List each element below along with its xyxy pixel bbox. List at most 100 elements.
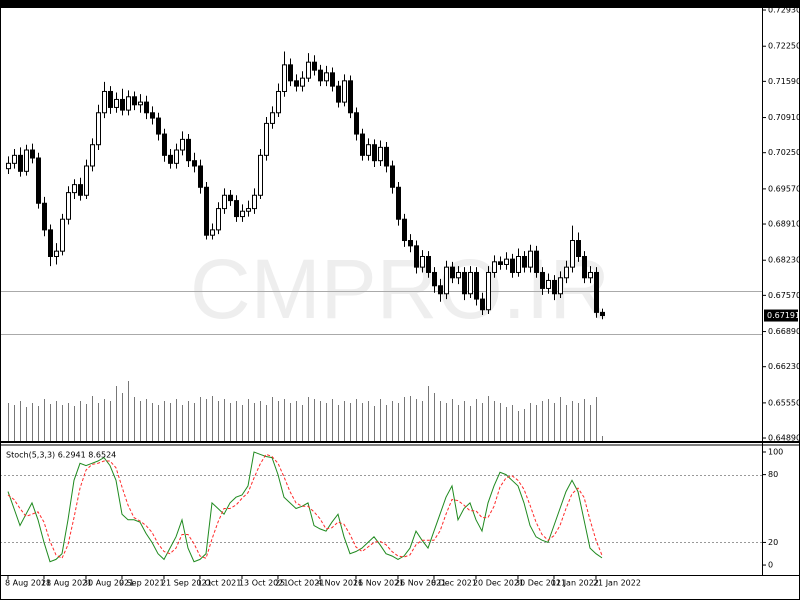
candle-body bbox=[210, 229, 215, 236]
candle-body bbox=[456, 271, 461, 279]
candle-body bbox=[264, 122, 269, 156]
x-tick-label: 18 Aug 2021 bbox=[41, 579, 92, 588]
candle-body bbox=[438, 285, 443, 295]
candle-body bbox=[324, 72, 329, 82]
candle-body bbox=[468, 271, 473, 295]
candle-body bbox=[282, 64, 287, 92]
candle-body bbox=[552, 279, 557, 295]
y-tick-label: 0 bbox=[768, 561, 773, 570]
candle-body bbox=[18, 154, 23, 172]
candle-body bbox=[474, 271, 479, 300]
stoch-title: Stoch(5,3,3) 6.2941 8.6524 bbox=[6, 451, 116, 460]
candle-body bbox=[60, 218, 65, 252]
candle-body bbox=[102, 90, 107, 114]
candle-body bbox=[258, 154, 263, 196]
candle-body bbox=[372, 144, 377, 162]
price-label: 0.67191 bbox=[767, 311, 800, 320]
y-tick-label: 0.70910 bbox=[768, 113, 800, 122]
candle-body bbox=[306, 61, 311, 79]
candle-body bbox=[186, 138, 191, 162]
y-tick-label: 0.71590 bbox=[768, 77, 800, 86]
y-tick-label: 0.70250 bbox=[768, 148, 800, 157]
candle-body bbox=[36, 157, 41, 204]
candle-body bbox=[240, 210, 245, 218]
candle-body bbox=[360, 133, 365, 156]
candle-body bbox=[588, 271, 593, 279]
x-tick-label: 21 Jan 2022 bbox=[593, 579, 641, 588]
y-tick-label: 100 bbox=[768, 447, 783, 456]
x-tick-label: 20 Dec 2021 bbox=[473, 579, 524, 588]
candle-body bbox=[504, 258, 509, 265]
x-tick-label: 30 Dec 2021 bbox=[515, 579, 566, 588]
candle-body bbox=[384, 146, 389, 167]
candle-body bbox=[318, 69, 323, 82]
candle-body bbox=[300, 77, 305, 87]
candle-body bbox=[198, 165, 203, 188]
candle-body bbox=[138, 101, 143, 106]
candle-body bbox=[180, 138, 185, 151]
candle-body bbox=[24, 149, 29, 172]
y-tick-label: 0.66890 bbox=[768, 327, 800, 336]
y-tick-label: 0.72250 bbox=[768, 42, 800, 51]
candle-body bbox=[246, 208, 251, 212]
candle-body bbox=[54, 250, 59, 257]
candle-body bbox=[108, 90, 113, 108]
candle-body bbox=[522, 255, 527, 268]
candle-body bbox=[312, 61, 317, 71]
candle-body bbox=[426, 255, 431, 273]
main-panel: 0.72930 0.72250 0.71590 0.70910 0.70250 0.695… bbox=[0, 6, 800, 443]
candle-body bbox=[594, 271, 599, 313]
candle-body bbox=[162, 133, 167, 156]
candle-body bbox=[558, 277, 563, 295]
stoch-line bbox=[7, 451, 603, 563]
candle-body bbox=[234, 200, 239, 218]
candle-body bbox=[156, 117, 161, 135]
candle-body bbox=[450, 266, 455, 279]
candle-body bbox=[168, 154, 173, 164]
candle-body bbox=[444, 266, 449, 295]
candle-body bbox=[600, 311, 605, 317]
candle-body bbox=[216, 208, 221, 231]
candle-body bbox=[540, 271, 545, 289]
candle-body bbox=[294, 80, 299, 87]
candle-body bbox=[330, 72, 335, 87]
y-tick-label: 0.68230 bbox=[768, 256, 800, 265]
x-tick-label: 25 Oct 2021 bbox=[275, 579, 324, 588]
candle-body bbox=[516, 255, 521, 273]
price-label-box bbox=[764, 309, 798, 322]
candle-body bbox=[66, 192, 71, 220]
candle-body bbox=[144, 101, 149, 114]
candle-body bbox=[126, 96, 131, 111]
candle-body bbox=[222, 194, 227, 210]
candle-body bbox=[420, 255, 425, 268]
candle-body bbox=[546, 279, 551, 289]
candle-body bbox=[534, 250, 539, 273]
candle-body bbox=[408, 240, 413, 247]
x-tick-label: 11 Jan 2022 bbox=[551, 579, 599, 588]
candle-body bbox=[348, 80, 353, 114]
candle-body bbox=[510, 258, 515, 273]
candle-body bbox=[498, 261, 503, 265]
candle-body bbox=[378, 146, 383, 162]
candle-body bbox=[120, 98, 125, 111]
y-tick-label: 0.69570 bbox=[768, 184, 800, 193]
candle-body bbox=[114, 98, 119, 108]
candle-body bbox=[480, 298, 485, 311]
candle-body bbox=[228, 194, 233, 202]
candle-body bbox=[366, 144, 371, 156]
y-tick-label: 0.72930 bbox=[768, 6, 800, 15]
candle-body bbox=[132, 96, 137, 106]
candle-body bbox=[90, 144, 95, 167]
x-tick-label: 16 Nov 2021 bbox=[353, 579, 404, 588]
candle-body bbox=[402, 218, 407, 242]
candle-body bbox=[270, 112, 275, 124]
x-tick-label: 13 Oct 2021 bbox=[239, 579, 288, 588]
candle-body bbox=[30, 149, 35, 159]
candle-body bbox=[354, 112, 359, 135]
x-tick-label: 30 Aug 2021 bbox=[83, 579, 134, 588]
watermark: CMPRO.IR bbox=[190, 242, 610, 336]
candle-body bbox=[276, 90, 281, 114]
candle-body bbox=[96, 112, 101, 146]
